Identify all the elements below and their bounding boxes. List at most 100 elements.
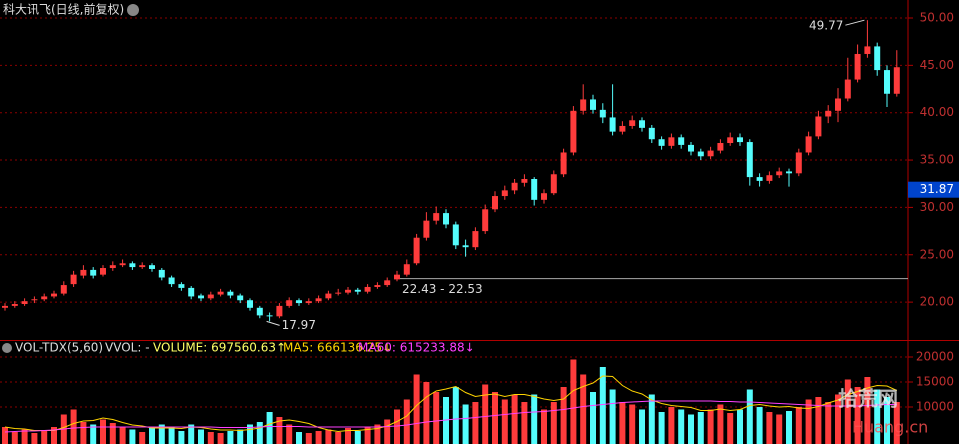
- candle-body: [413, 237, 420, 264]
- volume-bar: [276, 417, 283, 444]
- candle-body: [766, 175, 773, 181]
- volume-bar: [697, 412, 704, 444]
- candle-body: [452, 224, 459, 246]
- candle-body: [433, 213, 440, 221]
- price-label: 31.87: [920, 182, 954, 196]
- volume-bar: [717, 404, 724, 444]
- candle-body: [472, 231, 479, 248]
- candle-body: [276, 305, 283, 317]
- volume-bar: [394, 409, 400, 444]
- candle-body: [697, 151, 704, 157]
- candle-body: [21, 301, 28, 305]
- volume-bar: [335, 432, 342, 444]
- chart-title: 科大讯飞(日线,前复权): [3, 2, 124, 17]
- volume-bar: [737, 409, 743, 444]
- candle-body: [139, 265, 146, 268]
- candle-body: [364, 286, 371, 292]
- candle-body: [423, 220, 430, 238]
- candle-body: [60, 285, 67, 294]
- candle-body: [305, 301, 312, 304]
- candle-body: [737, 137, 743, 143]
- volume-bar: [2, 427, 8, 444]
- y-tick-label: 20.00: [920, 295, 954, 309]
- volume-bar: [423, 382, 430, 444]
- candle-body: [590, 99, 596, 110]
- watermark: 拾荒网: [838, 387, 898, 411]
- volume-bar: [11, 432, 18, 444]
- legend-entry: MA5: 666136.25↓: [283, 341, 392, 355]
- high-arrow: [845, 19, 865, 26]
- candle-body: [482, 209, 489, 232]
- volume-bar: [727, 413, 734, 444]
- volume-bar: [364, 427, 371, 444]
- volume-bar: [501, 399, 508, 444]
- volume-bar: [658, 412, 665, 444]
- volume-bar: [413, 374, 420, 444]
- volume-bar: [452, 387, 459, 444]
- volume-bar: [90, 424, 97, 444]
- ma-line: [4, 375, 898, 433]
- volume-bar: [149, 428, 155, 444]
- candle-body: [266, 315, 273, 317]
- y-tick-label: 50.00: [920, 10, 954, 24]
- low-label: 17.97: [282, 318, 316, 332]
- volume-bar: [492, 392, 498, 444]
- volume-bar: [815, 397, 822, 444]
- candle-body: [374, 285, 381, 287]
- candle-body: [315, 298, 322, 302]
- volume-bar: [619, 402, 626, 444]
- volume-bar: [286, 424, 293, 444]
- volume-bar: [80, 422, 87, 444]
- candle-body: [864, 46, 871, 54]
- volume-bar: [41, 431, 48, 444]
- candle-body: [286, 300, 293, 306]
- volume-bar: [315, 431, 322, 444]
- volume-bar: [462, 404, 469, 444]
- volume-bar: [521, 402, 528, 444]
- volume-bar: [590, 392, 596, 444]
- volume-bar: [188, 424, 195, 444]
- candle-body: [51, 293, 57, 297]
- candle-body: [149, 265, 155, 269]
- candle-body: [325, 293, 332, 299]
- volume-bar: [805, 399, 812, 444]
- candle-body: [119, 263, 126, 266]
- volume-bar: [384, 419, 391, 444]
- candle-body: [717, 143, 724, 151]
- candle-body: [198, 295, 204, 299]
- volume-bar: [639, 409, 645, 444]
- volume-bar: [207, 432, 214, 444]
- candle-body: [580, 99, 587, 111]
- volume-bar: [835, 394, 841, 444]
- volume-bar: [648, 394, 655, 444]
- volume-bar: [403, 399, 410, 444]
- volume-bar: [531, 394, 538, 444]
- volume-bar: [756, 407, 763, 444]
- candle-body: [629, 120, 636, 126]
- volume-bar: [511, 394, 518, 444]
- candle-body: [648, 127, 655, 140]
- volume-bar: [893, 402, 900, 444]
- volume-bar: [668, 407, 675, 444]
- candle-body: [560, 152, 567, 175]
- candle-body: [668, 137, 675, 146]
- legend-entry: VOLUME: 697560.63↑: [153, 341, 286, 355]
- candle-body: [345, 289, 351, 293]
- volume-bar: [168, 427, 175, 444]
- candle-body: [247, 300, 253, 308]
- y-tick-label: 15000: [916, 375, 954, 389]
- candle-body: [80, 269, 87, 276]
- volume-bar: [178, 431, 185, 444]
- volume-bar: [247, 424, 253, 444]
- candle-body: [884, 70, 890, 94]
- candle-body: [207, 294, 214, 299]
- candle-body: [11, 304, 18, 306]
- candle-body: [335, 292, 342, 294]
- candle-body: [501, 190, 508, 197]
- volume-bar: [629, 404, 636, 444]
- candle-body: [217, 291, 224, 295]
- candle-body: [100, 268, 106, 275]
- volume-bar: [560, 387, 567, 444]
- volume-bar: [541, 409, 547, 444]
